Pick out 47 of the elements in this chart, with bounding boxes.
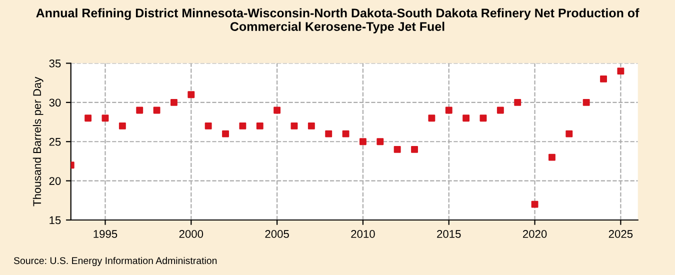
point — [428, 114, 436, 122]
y-tick-label: 35 — [49, 60, 61, 68]
y-axis-title: Thousand Barrels per Day — [32, 76, 44, 206]
point — [325, 130, 332, 138]
x-tick-label: 2005 — [265, 230, 289, 238]
point — [222, 130, 229, 138]
point — [102, 114, 109, 122]
x-tick-label: 2025 — [608, 230, 633, 238]
point — [136, 106, 144, 114]
point — [496, 106, 504, 114]
y-tick-label: 25 — [49, 138, 61, 146]
point — [582, 98, 590, 106]
point — [548, 154, 556, 161]
point — [600, 75, 607, 82]
point — [411, 146, 418, 153]
point — [462, 114, 470, 122]
point — [239, 122, 246, 130]
point — [84, 114, 92, 122]
point — [308, 122, 315, 130]
point — [342, 130, 350, 138]
point — [445, 106, 452, 114]
point — [376, 138, 384, 146]
x-tick-label: 2015 — [437, 230, 461, 238]
point — [118, 122, 126, 130]
chart-title: Annual Refining District Minnesota-Wisconsin-North Dakota-South Dakota Refinery Net Production of Commercial Kerosene-Type Jet Fuel — [36, 8, 640, 34]
point — [617, 68, 624, 75]
x-tick-label: 2000 — [179, 230, 204, 238]
y-tick-label: 15 — [50, 216, 61, 224]
source-note: Source: U.S. Energy Information Administration — [14, 256, 217, 266]
x-tick-label: 2010 — [351, 230, 375, 238]
point — [531, 200, 538, 208]
y-tick-label: 30 — [49, 98, 61, 107]
point — [170, 98, 178, 106]
point — [204, 122, 212, 130]
point — [394, 146, 401, 153]
point — [153, 106, 160, 114]
y-tick-label: 20 — [49, 177, 61, 185]
point — [256, 122, 264, 130]
point — [359, 138, 366, 146]
x-tick-label: 2020 — [522, 230, 547, 238]
point — [514, 98, 522, 106]
point — [290, 122, 298, 130]
x-tick-label: 1995 — [94, 230, 118, 238]
point — [188, 91, 195, 98]
point — [274, 106, 281, 114]
point — [480, 114, 487, 122]
point — [566, 130, 573, 138]
